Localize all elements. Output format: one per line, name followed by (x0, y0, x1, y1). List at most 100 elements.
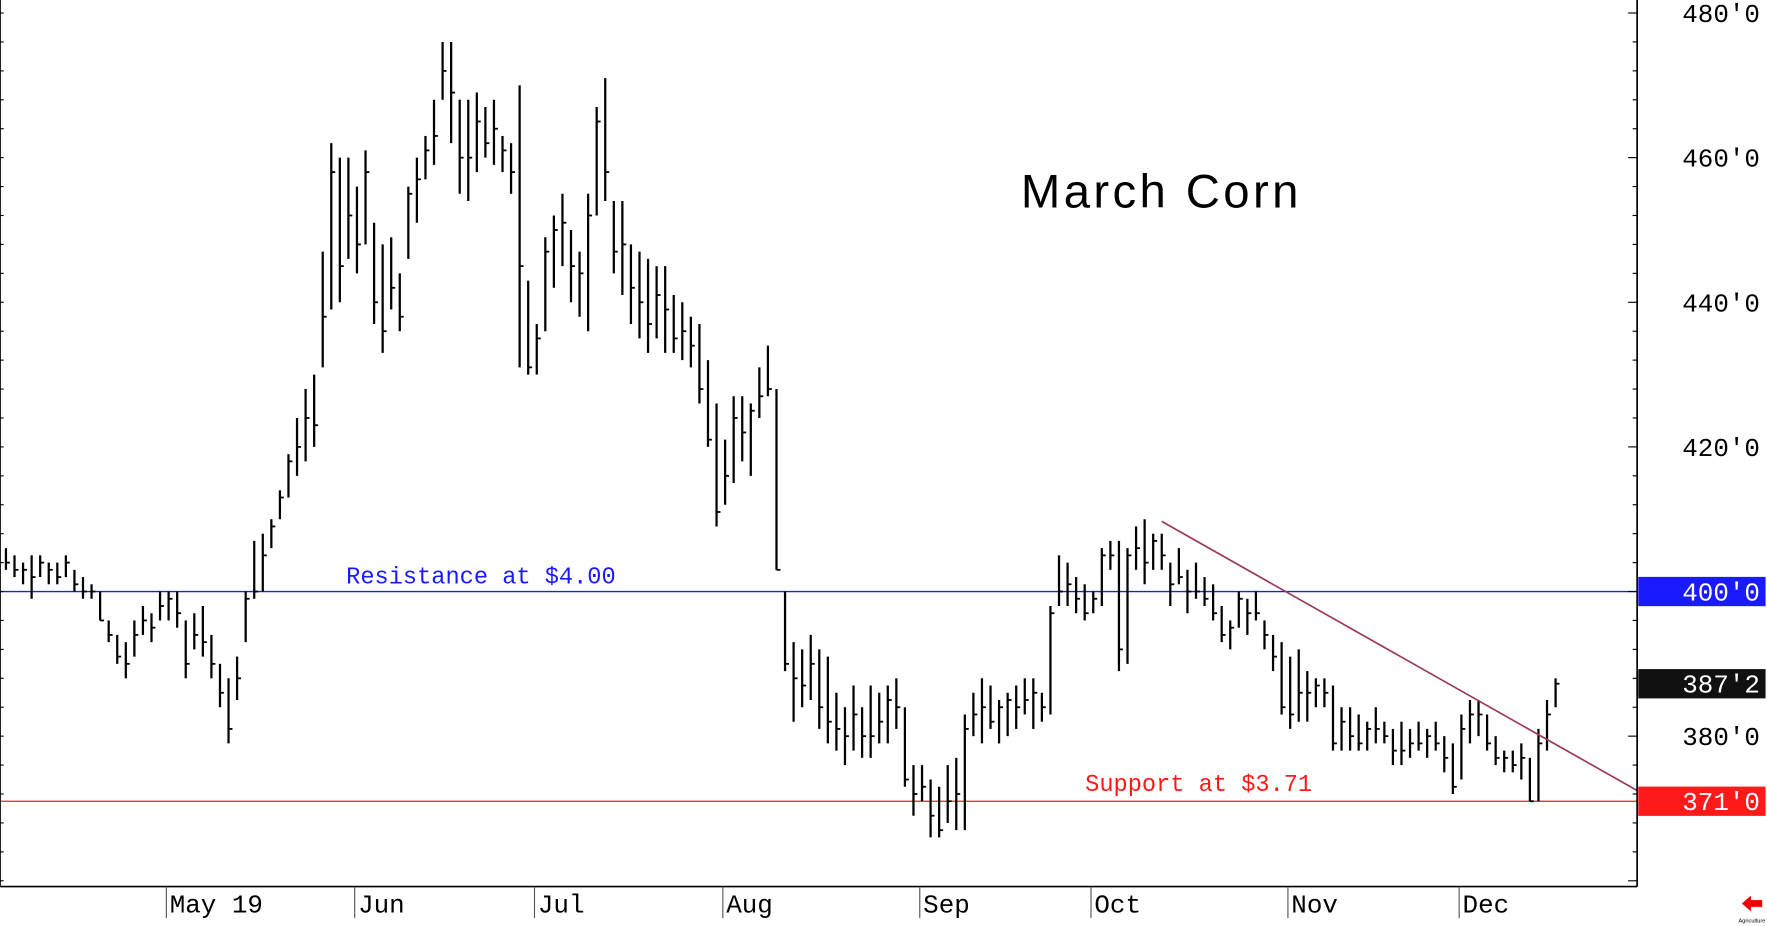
y-tick-label: 480'0 (1682, 0, 1760, 30)
price-bar (1023, 678, 1029, 715)
price-bar (1211, 584, 1218, 621)
price-bar (1169, 562, 1175, 606)
price-bar (1289, 656, 1295, 729)
price-bar (527, 280, 533, 375)
price-bar (398, 273, 404, 332)
price-bar (1451, 743, 1457, 795)
price-bar (946, 765, 952, 823)
x-tick-label: Oct (1094, 890, 1141, 920)
price-bar (655, 266, 661, 339)
price-bar (715, 403, 721, 527)
price-bar (235, 656, 242, 701)
price-bar (39, 555, 45, 578)
price-bar (1083, 584, 1089, 621)
price-bar (372, 222, 379, 324)
price-bar (124, 642, 130, 679)
price-bar (304, 389, 310, 462)
price-bar (1460, 714, 1466, 780)
price-bar (646, 258, 652, 353)
price-bar (424, 135, 430, 180)
price-bar (1049, 605, 1055, 715)
price-bar (116, 634, 122, 664)
x-tick-label: Aug (726, 890, 773, 920)
price-bar (604, 78, 610, 202)
price-bar (920, 765, 926, 802)
price-bar (1391, 728, 1397, 766)
price-bar (929, 779, 935, 838)
price-bar (1520, 743, 1526, 780)
x-tick-label: Sep (923, 890, 970, 920)
price-bar (270, 519, 276, 549)
price-bar (193, 613, 199, 650)
price-bar (1545, 700, 1551, 751)
price-bar (30, 555, 36, 599)
price-bar (1374, 707, 1380, 744)
price-bar (1485, 714, 1492, 751)
price-bar (689, 316, 695, 368)
price-bar (1408, 728, 1414, 758)
price-bar (732, 396, 738, 484)
price-bar (1383, 721, 1389, 744)
price-bar (1340, 707, 1346, 751)
price-bar (1160, 533, 1166, 570)
price-bar (1143, 519, 1149, 585)
price-bar (1306, 671, 1312, 722)
price-bar (1109, 540, 1115, 570)
price-axis: 480'0 460'0 440'0 420'0 380'0 400'0 387'2 371'0 (0, 0, 1766, 888)
price-bar (638, 251, 644, 339)
support-label: Support at $3.71 (1085, 772, 1312, 799)
price-bar (415, 157, 421, 223)
price-bar (783, 591, 789, 672)
price-bar (1057, 555, 1063, 606)
price-bar (792, 642, 798, 722)
price-bar (766, 345, 772, 397)
price-bar (612, 201, 618, 274)
price-bar (1494, 736, 1500, 766)
date-axis: May 19 Jun Jul Aug Sep Oct Nov Dec (165, 886, 1509, 920)
price-bar (741, 396, 747, 462)
price-bar (150, 613, 156, 643)
price-bar (938, 786, 944, 838)
price-bar (997, 700, 1004, 744)
price-bar (535, 323, 541, 375)
price-bar (1314, 678, 1320, 708)
y-tick-label: 380'0 (1682, 723, 1760, 753)
price-bar (441, 41, 447, 100)
price-bar (886, 685, 892, 744)
price-bar (1297, 649, 1303, 722)
price-bar (73, 569, 79, 592)
price-bar (569, 229, 575, 303)
price-bar (723, 439, 730, 505)
price-bar (595, 107, 601, 216)
price-bar (1537, 728, 1543, 802)
price-bar (1280, 642, 1286, 715)
price-bar (1331, 685, 1337, 751)
price-bar (1066, 562, 1072, 606)
price-level-badge (1638, 669, 1766, 699)
price-bar (698, 323, 704, 404)
price-bar (218, 663, 224, 708)
price-bar (432, 99, 438, 165)
price-bar (184, 620, 190, 679)
x-tick-label: May 19 (170, 890, 263, 920)
price-bar (826, 656, 832, 744)
price-bar (450, 41, 456, 144)
price-bar (1032, 678, 1038, 729)
price-bar (869, 685, 875, 758)
price-bar (1092, 591, 1098, 614)
price-bar (895, 678, 901, 729)
downtrend-line (1161, 520, 1638, 792)
price-bar (629, 244, 635, 324)
price-bar (706, 360, 712, 447)
price-bar (330, 143, 336, 310)
price-bar (1417, 721, 1423, 751)
price-bar (278, 490, 284, 520)
price-bar (4, 548, 10, 570)
price-bar (1400, 721, 1406, 766)
price-bar (1528, 757, 1534, 803)
price-bar (1134, 526, 1141, 570)
price-bar (81, 577, 87, 599)
x-tick-label: Nov (1291, 890, 1338, 920)
